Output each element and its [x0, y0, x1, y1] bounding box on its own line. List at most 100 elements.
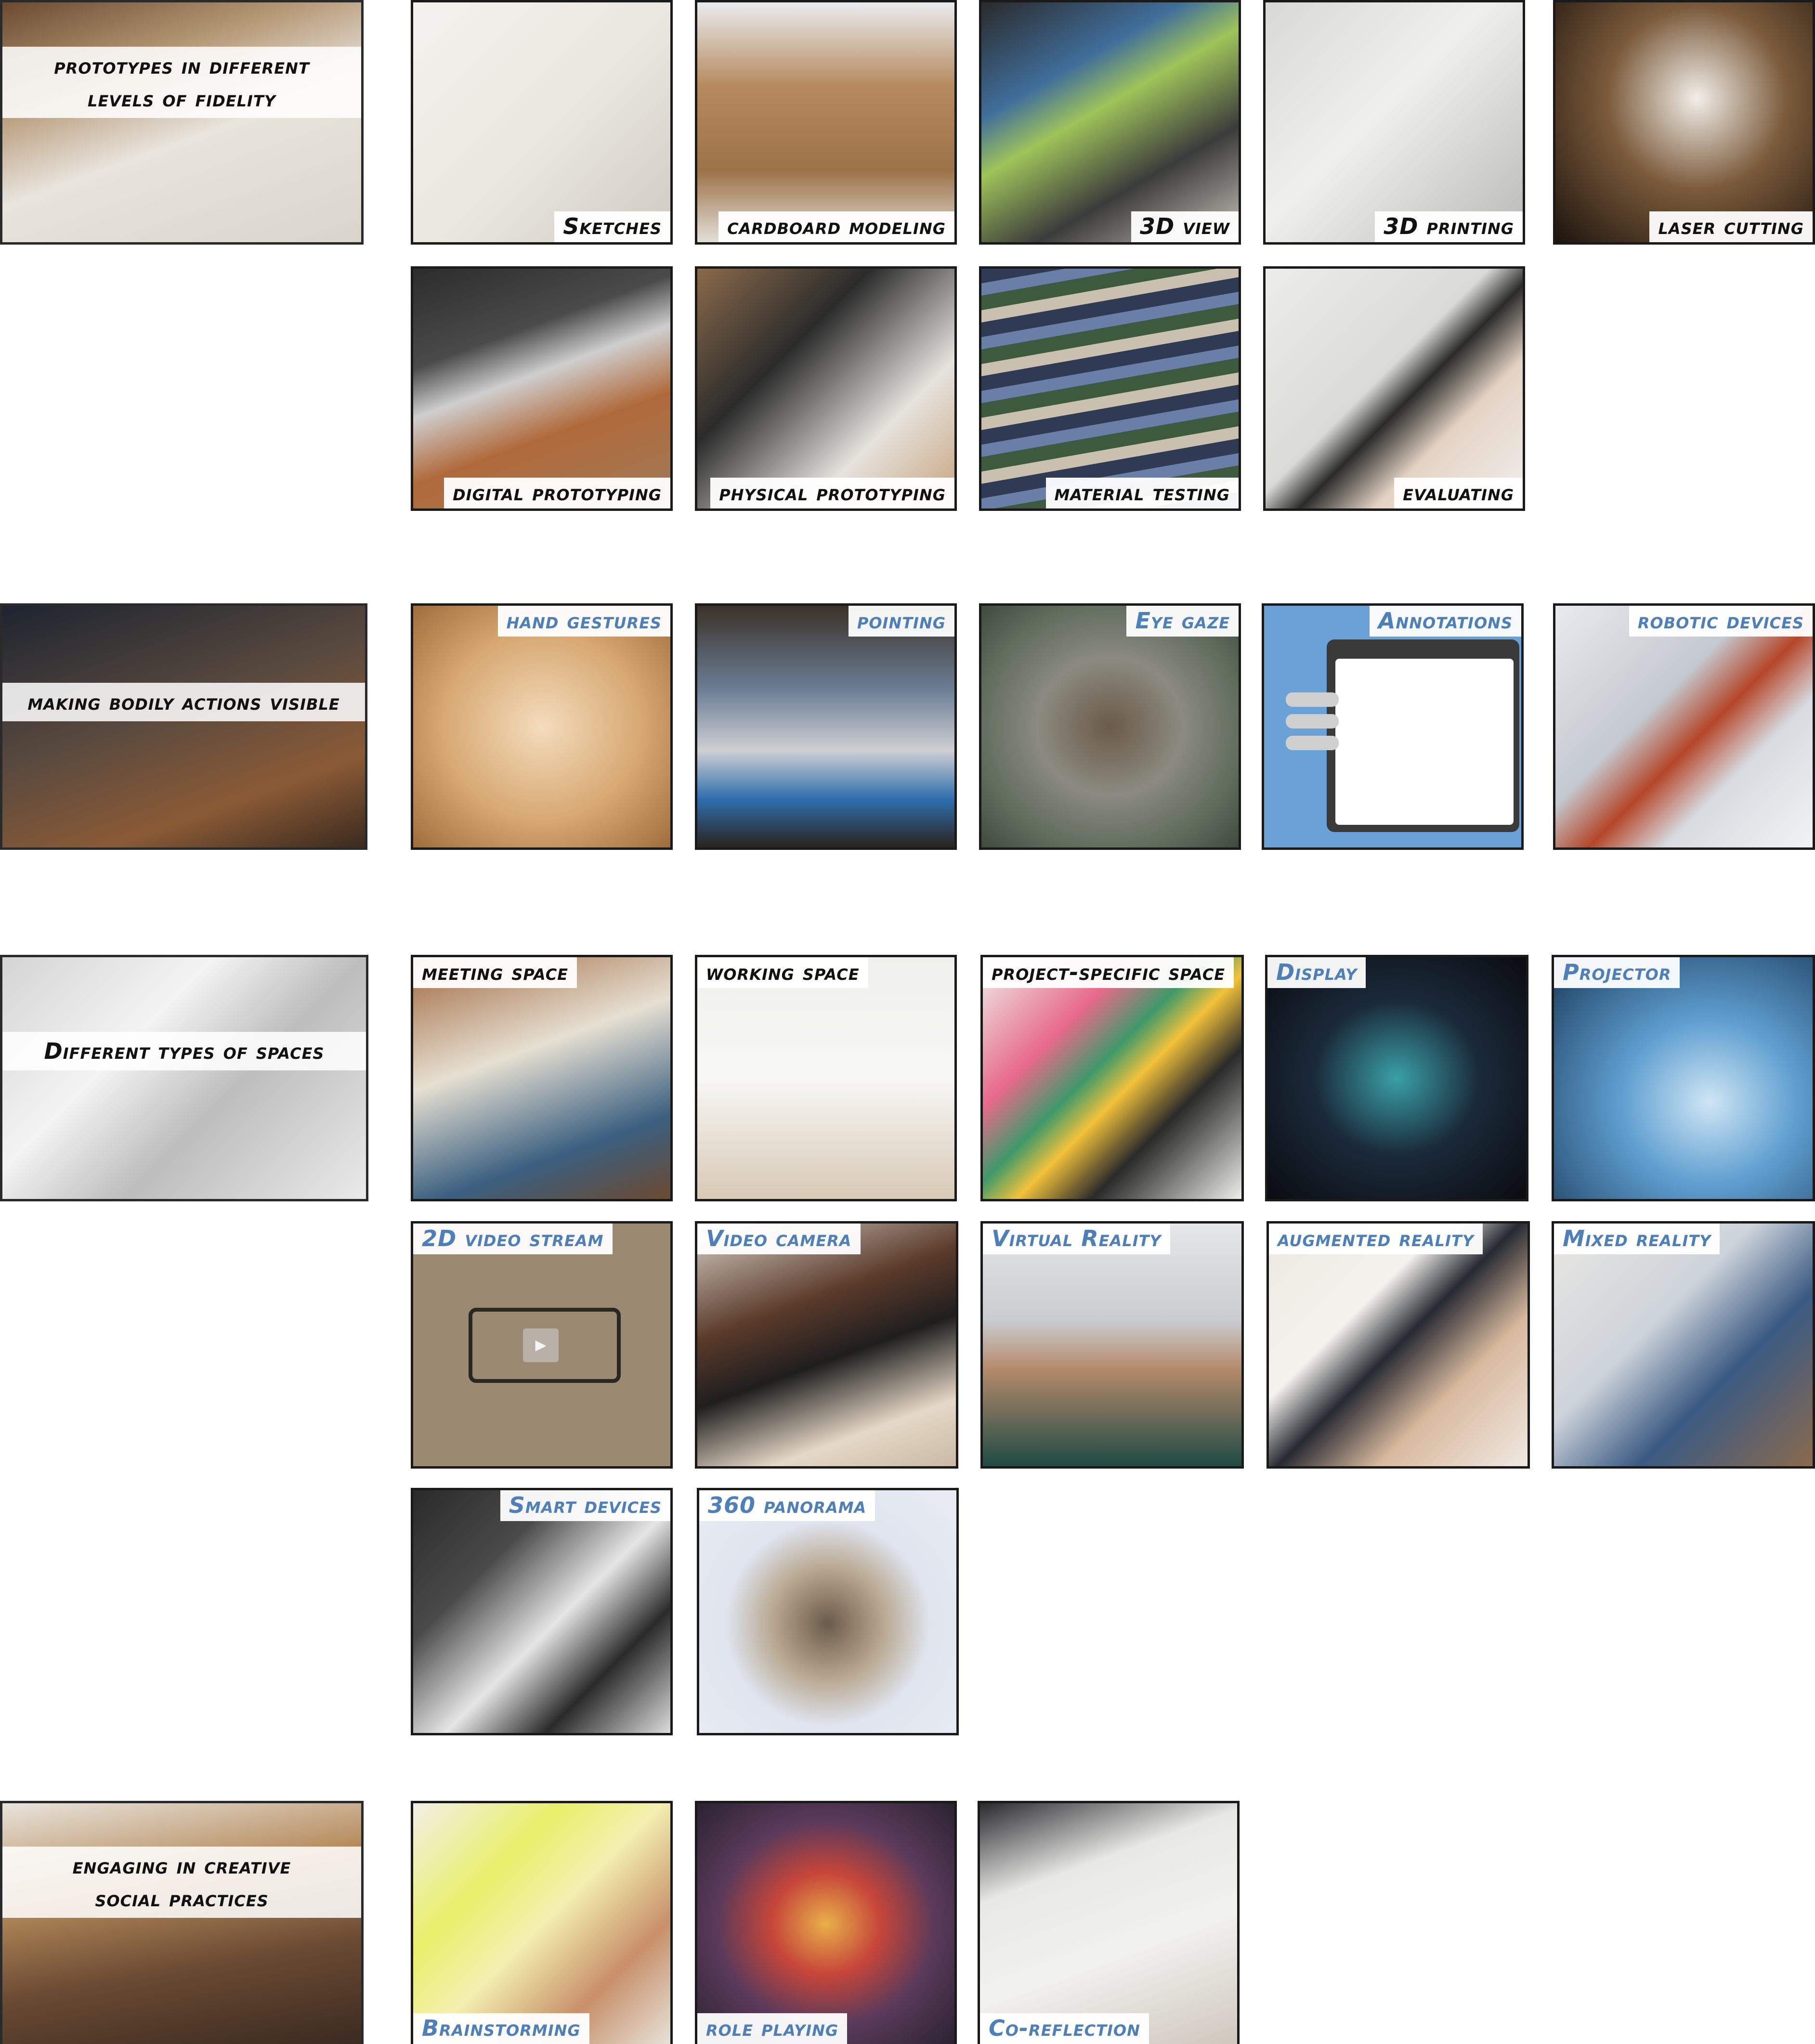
whiteboard-room-photo: [697, 957, 954, 1199]
tile-label: Video camera: [697, 1224, 861, 1254]
tile-label: role playing: [697, 2013, 848, 2044]
tile-virtual-reality: Virtual Reality: [980, 1221, 1244, 1469]
tile-label: evaluating: [1394, 478, 1523, 508]
tile-label: robotic devices: [1629, 606, 1813, 637]
tile-3d-printing: 3D printing: [1263, 0, 1525, 245]
tile-label: augmented reality: [1269, 1224, 1483, 1254]
tile-360-panorama: 360 panorama: [697, 1488, 959, 1735]
tile-label: Brainstorming: [413, 2013, 589, 2044]
ar-phone-photo: [1269, 1224, 1528, 1466]
reflection-desk-photo: [980, 1803, 1237, 2044]
annotation-window-illustration: [1264, 606, 1521, 847]
tile-label: Mixed reality: [1554, 1224, 1720, 1254]
tile-label: Virtual Reality: [983, 1224, 1170, 1254]
camera-photo: [697, 1224, 956, 1466]
tile-label: meeting space: [413, 957, 577, 988]
lego-figures-photo: [697, 1803, 954, 2044]
smart-devices-photo: [413, 1490, 670, 1733]
tile-label: 2D video stream: [413, 1224, 613, 1254]
empty-room-photo: [2, 957, 366, 1199]
category-title: making bodily actions visible: [2, 683, 365, 721]
hologram-car-photo: [1554, 957, 1813, 1199]
vr-headset-photo: [983, 1224, 1241, 1466]
tile-pointing: pointing: [695, 603, 957, 850]
tile-evaluating: evaluating: [1263, 266, 1525, 511]
tile-video-camera: Video camera: [695, 1221, 958, 1469]
tile-label: digital prototyping: [444, 478, 670, 508]
tile-label: Co-reflection: [980, 2013, 1149, 2044]
tab-shape: [1286, 714, 1339, 729]
tile-augmented-reality: augmented reality: [1267, 1221, 1530, 1469]
tile-label: project-specific space: [983, 957, 1234, 988]
tile-project-specific-space: project-specific space: [980, 955, 1244, 1201]
3d-printer-photo: [1266, 2, 1523, 242]
electronics-photo: [413, 269, 670, 508]
tile-digital-prototyping: digital prototyping: [411, 266, 673, 511]
tile-label: hand gestures: [497, 606, 670, 637]
tile-projector: Projector: [1552, 955, 1815, 1201]
display-wall-photo: [1267, 957, 1526, 1199]
tile-label: laser cutting: [1649, 211, 1813, 242]
laser-cutter-photo: [1555, 2, 1813, 242]
tile-label: 3D printing: [1375, 211, 1523, 242]
category-tile-spaces: Different types of spaces: [0, 955, 368, 1201]
panorama-photo: [699, 1490, 956, 1733]
tab-shape: [1286, 736, 1339, 750]
tile-cardboard-modeling: cardboard modeling: [695, 0, 957, 245]
tile-label: Sketches: [554, 211, 670, 242]
tile-label: Projector: [1554, 957, 1680, 988]
sketching-photo: [413, 2, 670, 242]
tile-label: Smart devices: [500, 1490, 670, 1521]
mr-headset-photo: [1554, 1224, 1813, 1466]
tile-label: 3D view: [1131, 211, 1239, 242]
category-tile-bodily-actions: making bodily actions visible: [0, 603, 367, 850]
tile-working-space: working space: [695, 955, 957, 1201]
tile-3d-view: 3D view: [979, 0, 1241, 245]
tile-material-testing: material testing: [979, 266, 1241, 511]
tab-shape: [1286, 692, 1339, 707]
tile-label: cardboard modeling: [718, 211, 954, 242]
category-title: prototypes in different levels of fideli…: [2, 47, 361, 118]
fabric-samples-photo: [981, 269, 1239, 508]
tile-label: Eye gaze: [1126, 606, 1239, 637]
workshop-photo: [2, 2, 361, 242]
owl-photo: [981, 606, 1239, 847]
wooden-hands-photo: [413, 606, 670, 847]
play-icon: ▶: [523, 1328, 559, 1362]
tile-eye-gaze: Eye gaze: [979, 603, 1241, 850]
category-tile-prototypes: prototypes in different levels of fideli…: [0, 0, 364, 245]
video-frame-illustration: ▶: [413, 1224, 670, 1466]
tile-laser-cutting: laser cutting: [1553, 0, 1815, 245]
laptop-pointing-photo: [697, 606, 954, 847]
cad-screen-photo: [981, 2, 1239, 242]
category-title: engaging in creative social practices: [2, 1847, 361, 1918]
browser-content-shape: [1335, 659, 1514, 825]
meeting-room-photo: [413, 957, 670, 1199]
meeting-photo: [2, 606, 365, 847]
tile-label: pointing: [848, 606, 954, 637]
tile-label: working space: [697, 957, 868, 988]
tile-co-reflection: Co-reflection: [978, 1801, 1240, 2044]
cardboard-photo: [697, 2, 954, 242]
model-caliper-photo: [697, 269, 954, 508]
tile-physical-prototyping: physical prototyping: [695, 266, 957, 511]
category-title: Different types of spaces: [2, 1032, 366, 1070]
tile-brainstorming: Brainstorming: [411, 1801, 673, 2044]
craft-materials-photo: [983, 957, 1241, 1199]
tile-meeting-space: meeting space: [411, 955, 673, 1201]
sticky-notes-photo: [413, 1803, 670, 2044]
tile-label: 360 panorama: [699, 1490, 875, 1521]
tile-label: Annotations: [1369, 606, 1521, 637]
video-frame-shape: [469, 1308, 621, 1383]
tile-2d-video-stream: ▶ 2D video stream: [411, 1221, 673, 1469]
tile-annotations: Annotations: [1262, 603, 1524, 850]
tile-smart-devices: Smart devices: [411, 1488, 673, 1735]
tile-label: Display: [1267, 957, 1366, 988]
tile-robotic-devices: robotic devices: [1553, 603, 1815, 850]
library-group-photo: [2, 1803, 361, 2044]
hands-samples-photo: [1266, 269, 1523, 508]
tile-display: Display: [1265, 955, 1528, 1201]
tile-hand-gestures: hand gestures: [411, 603, 673, 850]
robot-arm-photo: [1555, 606, 1813, 847]
category-tile-creative-practices: engaging in creative social practices: [0, 1801, 364, 2044]
